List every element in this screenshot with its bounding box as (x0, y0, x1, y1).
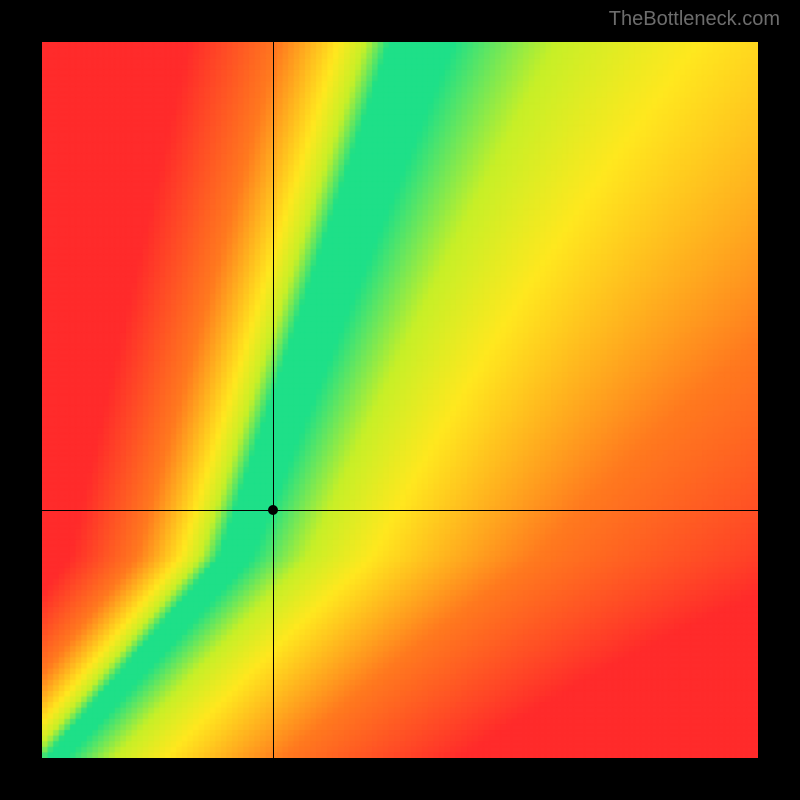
marker-dot (268, 505, 278, 515)
heatmap-canvas (42, 42, 758, 758)
heatmap-plot (42, 42, 758, 758)
crosshair-horizontal (42, 510, 758, 511)
crosshair-vertical (273, 42, 274, 758)
watermark-text: TheBottleneck.com (609, 8, 780, 31)
